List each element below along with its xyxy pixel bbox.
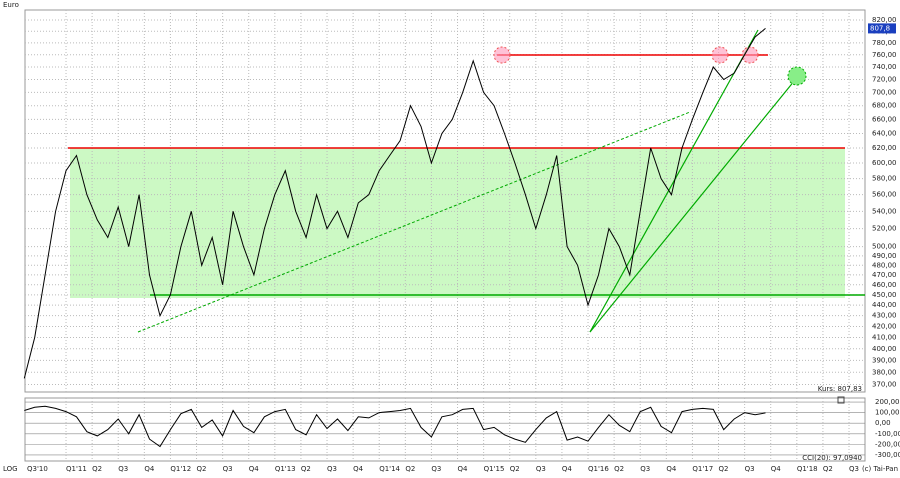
x-tick-label: Q1'15 <box>484 465 505 473</box>
x-tick-label: Q3'10 <box>27 465 48 473</box>
indicator-frame <box>24 397 866 462</box>
x-tick-label: Q2 <box>823 465 833 473</box>
x-tick-label: Q3 <box>536 465 546 473</box>
marker <box>493 46 511 64</box>
price-line <box>23 28 766 379</box>
x-tick-label: Q1'11 <box>66 465 87 473</box>
last-price-box <box>868 23 896 34</box>
y-tick-label: 450,00 <box>872 291 897 299</box>
indicator-caption: CCI(20): 97,0940 <box>802 454 862 462</box>
y-tick-label: 580,00 <box>872 175 897 183</box>
x-tick-label: Q4 <box>666 465 677 473</box>
x-tick-label: Q2 <box>719 465 729 473</box>
y-tick-label: 490,00 <box>872 252 897 260</box>
x-tick-label: Q2 <box>301 465 311 473</box>
y-tick-label: 460,00 <box>872 281 897 289</box>
y-tick-label: 430,00 <box>872 312 897 320</box>
y-tick-label: 740,00 <box>872 63 897 71</box>
trend-line <box>137 111 691 333</box>
x-tick-label: Q3 <box>327 465 337 473</box>
y2-tick-label: -100,00 <box>875 430 900 438</box>
y-tick-label: 390,00 <box>872 356 897 364</box>
y-tick-label: 720,00 <box>872 76 897 84</box>
y-tick-label: 700,00 <box>872 88 897 96</box>
x-tick-label: Q3 <box>431 465 441 473</box>
last-price-tag: 807,8 <box>870 24 890 32</box>
y-tick-label: 500,00 <box>872 243 897 251</box>
x-tick-label: Q2 <box>405 465 415 473</box>
price-caption: Kurs: 807,83 <box>818 385 862 393</box>
x-tick-label: Q4 <box>562 465 573 473</box>
x-tick-label: Q3 <box>640 465 650 473</box>
y-tick-label: 410,00 <box>872 333 897 341</box>
price-frame <box>24 9 866 393</box>
y-tick-label: 640,00 <box>872 129 897 137</box>
y2-tick-label: 100,00 <box>875 409 900 417</box>
x-tick-label: Q2 <box>614 465 624 473</box>
y-tick-label: 620,00 <box>872 144 897 152</box>
y-tick-label: 420,00 <box>872 322 897 330</box>
trend-line <box>589 29 759 333</box>
y-tick-label: 660,00 <box>872 115 897 123</box>
x-tick-label: Q4 <box>771 465 782 473</box>
y2-tick-label: -300,00 <box>875 451 900 459</box>
copyright: (c) Tai-Pan <box>862 465 898 473</box>
x-tick-label: Q3 <box>849 465 859 473</box>
y-tick-label: 560,00 <box>872 191 897 199</box>
x-tick-label: Q4 <box>144 465 155 473</box>
y-tick-label: 520,00 <box>872 225 897 233</box>
x-tick-label: Q4 <box>353 465 364 473</box>
y-tick-label: 600,00 <box>872 159 897 167</box>
y-tick-label: 370,00 <box>872 381 897 389</box>
x-tick-label: Q4 <box>458 465 469 473</box>
x-tick-label: Q2 <box>510 465 520 473</box>
x-tick-label: Q1'17 <box>692 465 713 473</box>
x-tick-label: Q3 <box>223 465 233 473</box>
marker <box>741 46 759 64</box>
y-tick-label: 540,00 <box>872 207 897 215</box>
x-tick-label: Q1'13 <box>275 465 296 473</box>
marker <box>711 46 729 64</box>
y-tick-label: 760,00 <box>872 51 897 59</box>
y-tick-label: 470,00 <box>872 271 897 279</box>
y-tick-label: 380,00 <box>872 368 897 376</box>
trend-line <box>589 79 796 333</box>
x-tick-label: Q4 <box>249 465 260 473</box>
y-tick-label: 480,00 <box>872 261 897 269</box>
scale-label: LOG <box>3 465 18 473</box>
x-tick-label: Q1'16 <box>588 465 609 473</box>
y-axis-label: Euro <box>3 1 19 9</box>
x-tick-label: Q2 <box>197 465 207 473</box>
y2-tick-label: 0,00 <box>875 419 891 427</box>
x-tick-label: Q3 <box>745 465 755 473</box>
y-tick-label: 780,00 <box>872 39 897 47</box>
y-tick-label: 680,00 <box>872 102 897 110</box>
y-tick-label: 820,00 <box>872 16 897 24</box>
y2-tick-label: 200,00 <box>875 398 900 406</box>
x-tick-label: Q2 <box>92 465 102 473</box>
drawings <box>68 29 865 404</box>
grid <box>25 10 865 461</box>
close-icon[interactable] <box>837 396 845 404</box>
target-marker <box>787 66 807 86</box>
x-tick-label: Q3 <box>118 465 128 473</box>
y-tick-label: 440,00 <box>872 301 897 309</box>
indicator-line <box>24 405 766 448</box>
x-tick-label: Q1'14 <box>379 465 400 473</box>
y-tick-label: 400,00 <box>872 345 897 353</box>
x-tick-label: Q1'18 <box>797 465 818 473</box>
y2-tick-label: -200,00 <box>875 440 900 448</box>
x-tick-label: Q1'12 <box>170 465 191 473</box>
